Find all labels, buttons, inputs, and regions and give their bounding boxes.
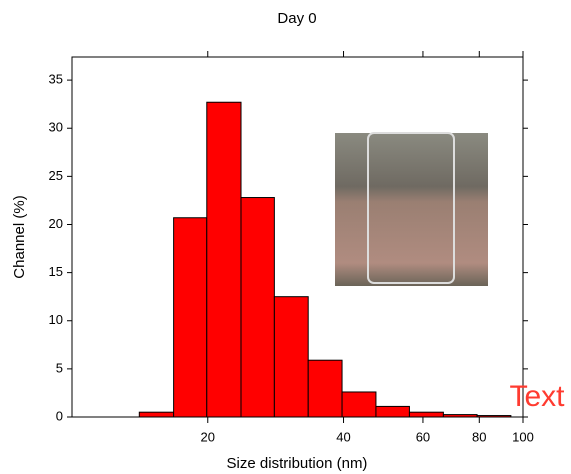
y-tick-label: 15	[49, 264, 63, 279]
bar	[173, 217, 208, 418]
x-tick-label: 20	[201, 429, 215, 444]
bar	[375, 405, 410, 418]
y-tick-label: 5	[56, 360, 63, 375]
bar	[240, 197, 275, 418]
x-tick-label: 40	[336, 429, 350, 444]
x-axis-label: Size distribution (nm)	[227, 455, 368, 472]
y-axis-label: Channel (%)	[11, 195, 28, 278]
y-tick-label: 10	[49, 312, 63, 327]
bar	[408, 411, 444, 418]
plot-frame	[71, 56, 524, 418]
bar	[206, 101, 242, 418]
bar	[273, 296, 309, 418]
chart-title: Day 0	[277, 10, 316, 27]
plot-area: 0 5 10 15 20 25 30 35 20 40 60 80 100	[49, 51, 534, 444]
x-tick-label: 80	[472, 429, 486, 444]
y-tick-label: 25	[49, 168, 63, 183]
x-tick-label: 60	[416, 429, 430, 444]
y-tick-label: 0	[56, 408, 63, 423]
y-tick-label: 20	[49, 216, 63, 231]
bar	[341, 391, 377, 418]
bar	[138, 411, 175, 418]
vial-outline	[367, 132, 455, 284]
y-tick-label: 35	[49, 72, 63, 87]
bar	[307, 359, 343, 418]
y-tick-label: 30	[49, 120, 63, 135]
annotation: Text	[509, 380, 565, 413]
inset-photo	[335, 133, 488, 286]
x-tick-label: 100	[512, 429, 534, 444]
